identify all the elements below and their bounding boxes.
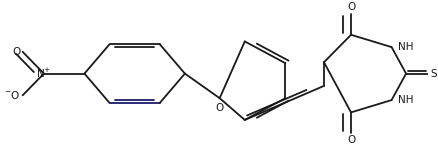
- Text: NH: NH: [398, 42, 413, 52]
- Text: O: O: [12, 47, 21, 57]
- Text: O: O: [215, 103, 224, 113]
- Text: O: O: [347, 135, 355, 145]
- Text: S: S: [431, 69, 437, 79]
- Text: O: O: [347, 2, 355, 12]
- Text: $^{-}$O: $^{-}$O: [4, 89, 21, 101]
- Text: NH: NH: [398, 95, 413, 105]
- Text: N$^{+}$: N$^{+}$: [36, 67, 52, 80]
